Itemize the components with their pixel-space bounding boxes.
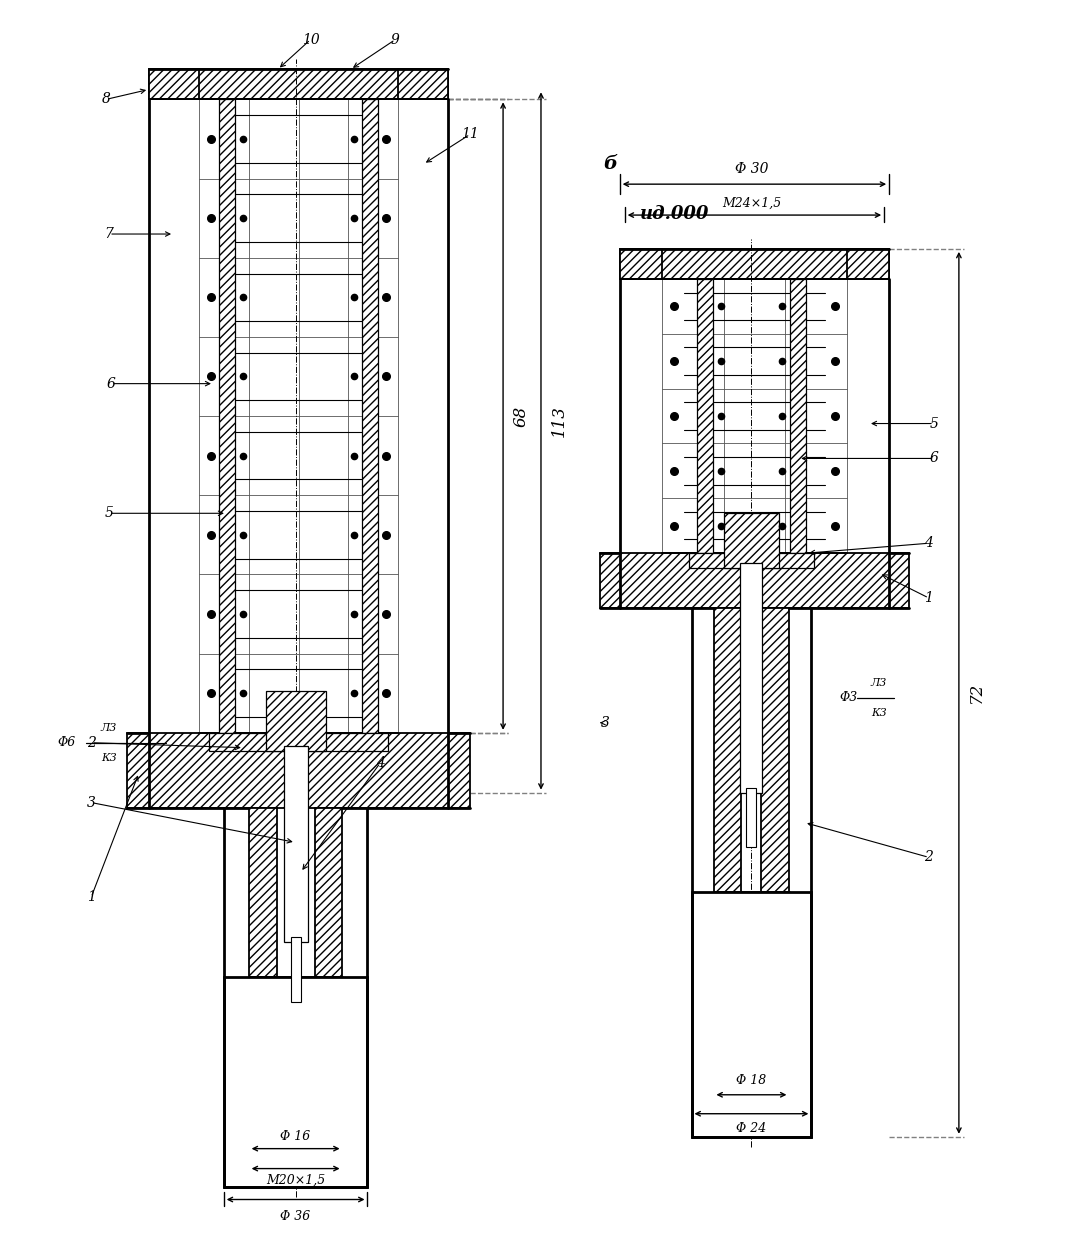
Text: 2: 2 xyxy=(924,851,934,865)
Bar xyxy=(149,69,448,99)
Text: 6: 6 xyxy=(107,377,115,391)
Bar xyxy=(741,563,762,793)
Bar xyxy=(362,99,378,733)
Bar xyxy=(692,892,811,1136)
Text: 3: 3 xyxy=(600,715,610,729)
Text: ид.000: ид.000 xyxy=(640,205,709,223)
Bar xyxy=(619,249,662,279)
Text: Φ3: Φ3 xyxy=(839,692,857,704)
Text: б: б xyxy=(602,155,617,173)
Text: 113: 113 xyxy=(550,406,567,437)
Text: Φ 30: Φ 30 xyxy=(734,162,769,177)
Bar xyxy=(696,279,712,553)
Bar xyxy=(291,937,301,1002)
Text: 10: 10 xyxy=(302,33,320,46)
Bar xyxy=(790,279,806,553)
Text: Φ 16: Φ 16 xyxy=(280,1130,311,1143)
Text: 7: 7 xyxy=(104,227,114,241)
Bar xyxy=(149,69,199,99)
Text: 68: 68 xyxy=(513,406,530,427)
Text: 6: 6 xyxy=(930,451,938,465)
Bar xyxy=(600,553,909,608)
Bar xyxy=(399,69,448,99)
Bar xyxy=(284,746,308,942)
Text: 3: 3 xyxy=(86,796,96,809)
Text: 72: 72 xyxy=(968,682,985,703)
Bar xyxy=(724,514,779,568)
Bar xyxy=(761,608,789,892)
Text: 1: 1 xyxy=(924,591,934,605)
Bar xyxy=(219,99,235,733)
Text: 5: 5 xyxy=(930,416,938,431)
Text: Л3: Л3 xyxy=(101,723,117,733)
Text: M24×1,5: M24×1,5 xyxy=(722,197,781,209)
Bar xyxy=(248,807,277,977)
Text: Φ 36: Φ 36 xyxy=(280,1210,311,1223)
Text: 9: 9 xyxy=(391,33,400,46)
Bar xyxy=(847,249,889,279)
Bar xyxy=(713,608,742,892)
Bar xyxy=(224,977,368,1187)
Text: 4: 4 xyxy=(376,756,385,769)
Text: Л3: Л3 xyxy=(871,678,887,688)
Text: 4: 4 xyxy=(924,536,934,550)
Bar xyxy=(746,788,757,847)
Text: 8: 8 xyxy=(101,93,111,107)
Bar xyxy=(209,733,388,751)
Text: 1: 1 xyxy=(86,891,96,905)
Text: 5: 5 xyxy=(104,506,114,520)
Text: К3: К3 xyxy=(101,753,117,763)
Text: 11: 11 xyxy=(462,128,479,142)
Text: Φ 24: Φ 24 xyxy=(737,1123,766,1135)
Bar xyxy=(689,553,814,568)
Bar xyxy=(265,690,325,751)
Text: M20×1,5: M20×1,5 xyxy=(266,1174,325,1187)
Bar xyxy=(127,733,470,807)
Bar xyxy=(314,807,342,977)
Text: Φ 18: Φ 18 xyxy=(737,1074,766,1088)
Bar xyxy=(619,249,889,279)
Text: Φ6: Φ6 xyxy=(58,737,76,749)
Text: К3: К3 xyxy=(871,708,887,718)
Text: 2: 2 xyxy=(86,736,96,749)
